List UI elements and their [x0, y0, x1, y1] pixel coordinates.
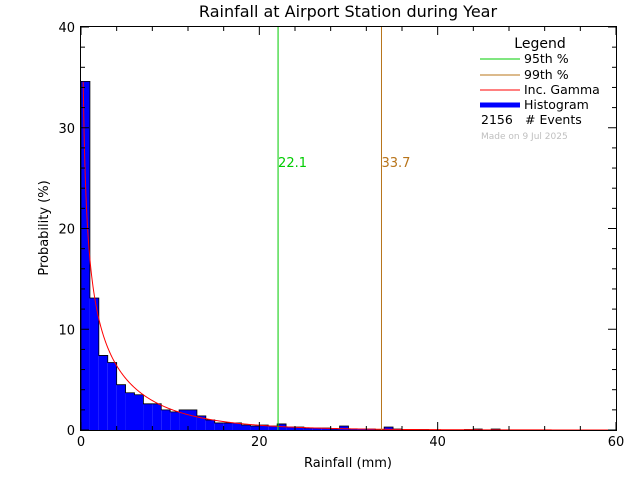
chart-title: Rainfall at Airport Station during Year	[199, 2, 498, 21]
legend: Legend 95th % 99th % Inc. Gamma Histogra…	[480, 36, 600, 142]
y-tick-label: 40	[58, 21, 75, 36]
y-tick-label: 20	[58, 223, 75, 238]
histogram-bar	[161, 409, 171, 430]
x-tick-label: 0	[77, 435, 85, 450]
histogram-bar	[89, 298, 99, 430]
legend-events-count: 2156	[481, 112, 513, 127]
gamma-curve	[82, 81, 616, 431]
legend-label-histogram: Histogram	[524, 97, 589, 112]
histogram-bar	[286, 426, 295, 430]
histogram-bar	[348, 428, 358, 430]
axis-ticks: 0 20 40 60 0 10 20 30 40	[58, 21, 624, 450]
histogram-bar	[321, 427, 331, 430]
histogram-bar	[98, 355, 108, 430]
histogram-bar	[134, 394, 144, 430]
x-tick-label: 60	[608, 435, 625, 450]
histogram-bar	[312, 427, 322, 430]
histogram-bar	[232, 422, 242, 430]
y-tick-label: 30	[58, 122, 75, 137]
plot-frame	[80, 26, 617, 431]
histogram-bar	[214, 422, 224, 430]
percentile-lines: 22.1 33.7	[277, 27, 410, 430]
legend-label-95th: 95th %	[524, 51, 569, 66]
y-axis-title: Probability (%)	[37, 180, 52, 275]
histogram-bar	[223, 422, 233, 430]
legend-label-gamma: Inc. Gamma	[524, 82, 600, 97]
histogram-bar	[268, 425, 278, 430]
x-tick-label: 40	[429, 435, 446, 450]
histogram-bar	[152, 403, 162, 430]
histogram-bar	[179, 409, 188, 430]
histogram-bar	[116, 384, 126, 430]
histogram-bar	[170, 411, 180, 430]
histogram-bar	[241, 424, 251, 430]
histogram-bar	[143, 403, 153, 430]
histogram-bar	[188, 409, 197, 430]
x-axis-title: Rainfall (mm)	[304, 456, 392, 471]
histogram-bar	[81, 81, 90, 430]
histogram-bar	[250, 425, 260, 430]
y-tick-label: 0	[67, 424, 75, 439]
histogram-bar	[330, 428, 340, 430]
legend-events-label: # Events	[525, 112, 582, 127]
percentile-label-0: 22.1	[278, 156, 307, 171]
histogram-bar	[339, 425, 349, 430]
histogram-bar	[295, 426, 304, 430]
histogram-bar	[303, 427, 313, 430]
histogram-bar	[125, 392, 135, 430]
histogram-bar	[107, 362, 117, 430]
histogram-bar	[196, 415, 206, 430]
credit-text: Made on 9 Jul 2025	[481, 132, 568, 142]
legend-label-99th: 99th %	[524, 67, 569, 82]
histogram-bar	[205, 419, 215, 430]
histogram-bar	[259, 424, 269, 430]
legend-title: Legend	[514, 36, 565, 52]
percentile-label-1: 33.7	[381, 156, 410, 171]
x-tick-label: 20	[251, 435, 268, 450]
histogram-bar	[384, 426, 394, 430]
y-tick-label: 10	[58, 323, 75, 338]
